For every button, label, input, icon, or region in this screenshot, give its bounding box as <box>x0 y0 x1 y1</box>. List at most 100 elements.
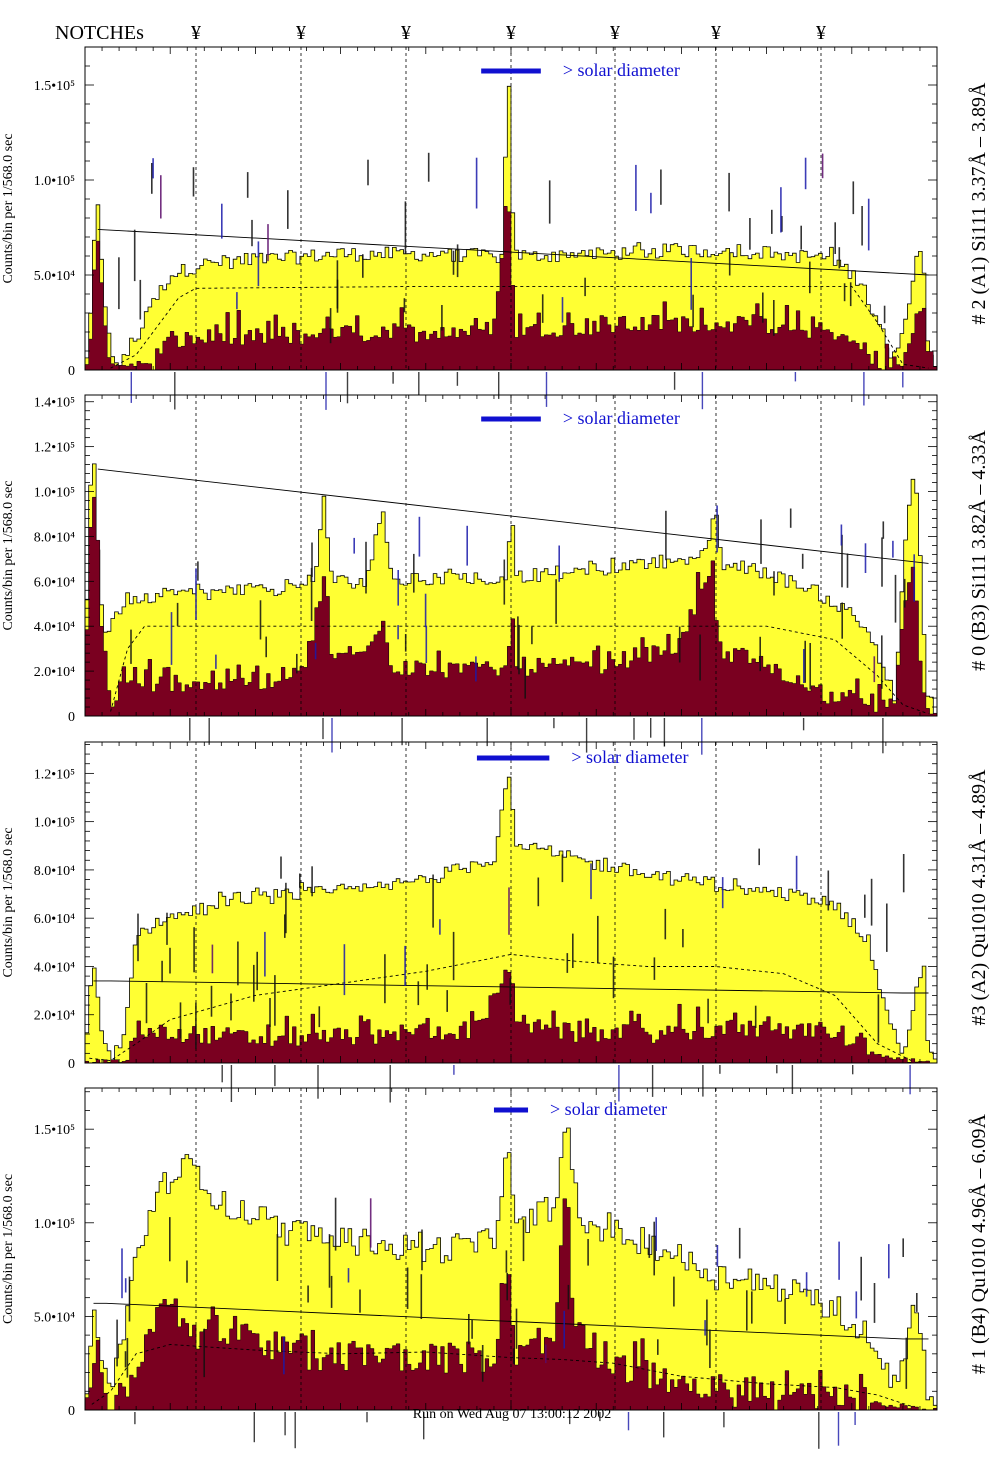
line-label-mark <box>706 1299 708 1346</box>
line-label-mark <box>758 848 760 866</box>
line-label-mark <box>367 159 369 186</box>
dashed-curve <box>110 285 929 369</box>
panels: 0 5.0•10⁴ 1.0•10⁵ 1.5•10⁵ Counts/bin per 1/5… <box>1 46 990 1449</box>
line-label-mark <box>903 578 906 608</box>
line-label-mark <box>873 1283 876 1323</box>
line-label-mark <box>130 372 132 403</box>
line-label-mark <box>423 1412 425 1440</box>
y-tick-label: 4.0•10⁴ <box>34 620 75 635</box>
line-label-mark <box>905 1337 908 1389</box>
line-label-mark <box>274 1065 276 1087</box>
line-label-mark <box>133 229 136 282</box>
line-label-mark <box>311 866 313 897</box>
line-label-mark <box>818 1412 820 1449</box>
line-label-mark <box>330 1275 333 1308</box>
line-label-mark <box>803 649 805 683</box>
solar-diameter-label: > solar diameter <box>563 60 680 80</box>
y-tick-label: 1.5•10⁵ <box>34 1123 75 1138</box>
y-tick-label: 5.0•10⁴ <box>34 269 75 284</box>
line-label-mark <box>369 1198 372 1248</box>
y-tick-label: 1.0•10⁵ <box>34 174 75 189</box>
line-label-mark <box>481 1345 484 1382</box>
line-label-mark <box>618 1065 620 1102</box>
panel-label: # 1 (B4) Qu1010 4.96Å – 6.09Å <box>968 1113 990 1374</box>
line-label-mark <box>804 640 806 683</box>
line-label-mark <box>701 718 703 755</box>
line-label-mark <box>137 913 139 962</box>
line-label-mark <box>627 1412 630 1431</box>
line-label-mark <box>678 626 681 663</box>
y-tick-label: 8.0•10⁴ <box>34 864 75 879</box>
line-label-mark <box>909 1065 911 1095</box>
y-tick-label: 2.0•10⁴ <box>34 1009 75 1024</box>
line-label-mark <box>283 1336 285 1375</box>
footer-run-text: Run on Wed Aug 07 13:00:12 2002 <box>413 1407 612 1422</box>
line-label-mark <box>325 372 327 410</box>
line-label-mark <box>701 372 704 410</box>
line-label-mark <box>802 718 805 731</box>
panel-0: 0 5.0•10⁴ 1.0•10⁵ 1.5•10⁵ Counts/bin per 1/5… <box>1 46 990 410</box>
line-label-mark <box>612 956 615 999</box>
reference-line <box>93 1302 929 1340</box>
line-label-mark <box>789 508 792 528</box>
y-tick-label: 5.0•10⁴ <box>34 1310 75 1325</box>
line-label-mark <box>145 983 148 1024</box>
line-label-mark <box>420 1274 423 1319</box>
line-label-mark <box>657 1339 659 1355</box>
line-label-mark <box>892 540 894 558</box>
line-label-mark <box>648 1234 651 1258</box>
dashed-curve <box>89 953 912 1062</box>
panel-2: 0 2.0•10⁴ 4.0•10⁴ 6.0•10⁴ 8.0•10⁴ 1.0•10⁵ 1.2•… <box>1 741 990 1103</box>
line-label-mark <box>322 718 324 740</box>
line-label-mark <box>397 625 399 640</box>
reference-line <box>97 228 929 276</box>
line-label-mark <box>170 612 173 665</box>
line-label-mark <box>276 1234 279 1281</box>
line-label-mark <box>401 718 403 746</box>
line-label-mark <box>413 553 415 593</box>
line-label-mark <box>486 718 488 747</box>
line-label-mark <box>794 372 797 382</box>
line-label-mark <box>221 203 223 239</box>
line-label-mark <box>384 954 386 1004</box>
line-label-mark <box>882 521 885 539</box>
line-label-mark <box>296 653 298 674</box>
y-tick-label: 8.0•10⁴ <box>34 530 75 545</box>
line-label-mark <box>404 201 407 254</box>
line-label-mark <box>425 625 428 663</box>
line-label-mark <box>197 561 199 581</box>
line-label-mark <box>855 1291 858 1319</box>
line-label-mark <box>587 1239 589 1266</box>
line-label-mark <box>317 1065 319 1099</box>
line-label-mark <box>541 294 544 323</box>
line-label-mark <box>746 1290 748 1331</box>
line-label-mark <box>563 1310 565 1349</box>
line-label-mark <box>310 567 313 621</box>
line-label-mark <box>179 1002 182 1039</box>
line-label-mark <box>762 292 764 323</box>
line-label-mark <box>860 1256 862 1301</box>
line-label-mark <box>707 998 709 1024</box>
line-label-mark <box>264 931 266 977</box>
line-label-mark <box>699 634 701 681</box>
line-label-mark <box>139 279 142 320</box>
line-label-mark <box>660 169 662 205</box>
line-label-mark <box>567 1284 570 1310</box>
line-label-mark <box>515 1308 518 1349</box>
line-label-mark <box>561 854 564 883</box>
line-label-mark <box>456 244 459 278</box>
line-label-mark <box>508 887 510 935</box>
line-label-mark <box>174 372 176 410</box>
line-label-mark <box>211 944 214 974</box>
line-label-mark <box>585 718 588 753</box>
line-label-mark <box>861 206 863 246</box>
solar-diameter-label: > solar diameter <box>550 1099 667 1119</box>
line-label-mark <box>773 571 775 596</box>
y-tick-label: 1.0•10⁵ <box>34 1217 75 1232</box>
line-label-mark <box>424 593 427 628</box>
line-label-mark <box>265 636 267 658</box>
line-label-mark <box>161 960 163 983</box>
line-label-mark <box>362 254 364 278</box>
line-label-mark <box>846 553 849 588</box>
line-label-mark <box>203 1328 205 1378</box>
